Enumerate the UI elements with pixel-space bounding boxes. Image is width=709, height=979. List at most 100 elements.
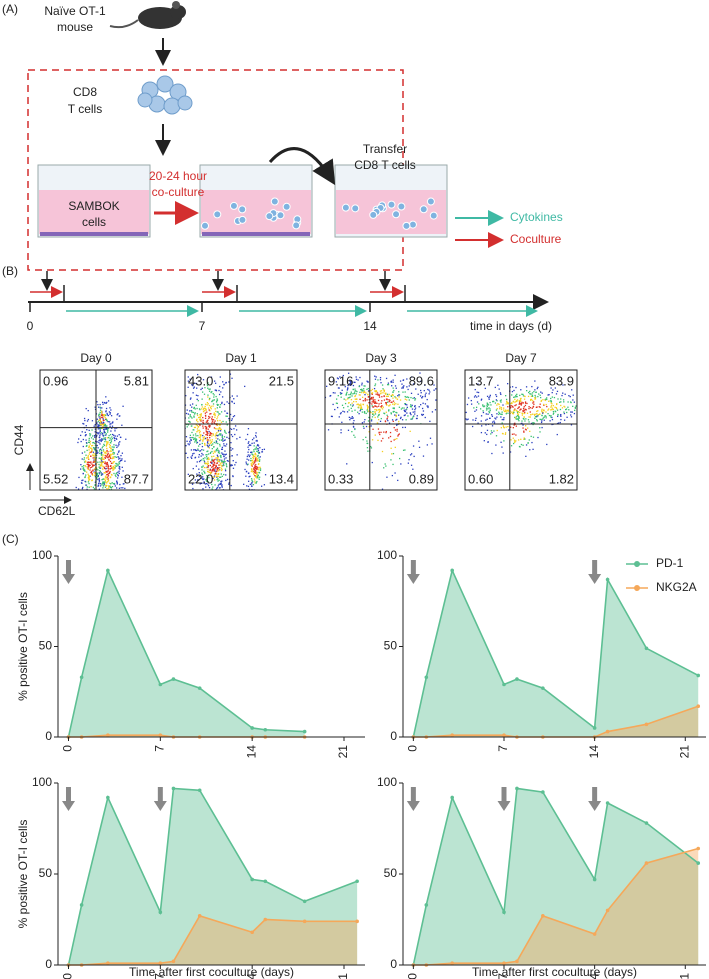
dot — [482, 404, 484, 406]
dot — [93, 464, 95, 466]
dot — [189, 378, 191, 380]
dot — [537, 395, 539, 398]
dot — [211, 420, 214, 422]
dot — [526, 412, 529, 414]
dot — [82, 438, 84, 441]
dot — [341, 383, 344, 386]
point — [424, 675, 429, 680]
dot — [367, 394, 369, 396]
dot — [93, 493, 94, 494]
dot — [111, 433, 114, 436]
dot — [518, 399, 520, 402]
quadrant-value: 0.89 — [409, 471, 434, 486]
dot — [335, 402, 338, 404]
dot — [348, 397, 350, 399]
dot — [536, 412, 538, 415]
dot — [85, 407, 87, 410]
dot — [529, 416, 531, 418]
dot — [114, 492, 115, 493]
dot — [99, 435, 101, 437]
dot — [110, 491, 111, 492]
dot — [477, 395, 480, 397]
dot — [258, 452, 260, 454]
dot — [116, 414, 118, 416]
dot — [204, 444, 206, 446]
dot — [192, 392, 194, 394]
dot — [456, 412, 457, 413]
dot — [536, 416, 538, 418]
dot — [204, 462, 206, 464]
dot — [206, 411, 208, 413]
dot — [97, 478, 99, 481]
point — [106, 733, 110, 737]
dot — [108, 411, 111, 413]
dot — [334, 408, 336, 411]
dot — [211, 469, 213, 472]
dot — [339, 376, 341, 378]
dot — [426, 398, 428, 401]
dot — [350, 417, 352, 419]
dot — [207, 419, 209, 421]
dot — [370, 445, 372, 448]
dot — [96, 401, 98, 403]
dot — [463, 414, 464, 415]
dot — [263, 448, 266, 450]
dot — [106, 498, 107, 499]
dot — [78, 517, 79, 518]
dot — [223, 460, 225, 462]
dot — [528, 407, 530, 410]
dot — [216, 454, 219, 456]
dot — [543, 404, 545, 406]
dot — [405, 419, 407, 421]
dot — [102, 403, 104, 405]
dot — [522, 410, 524, 413]
dot — [504, 433, 507, 435]
dot — [259, 468, 262, 470]
dot — [410, 453, 413, 455]
dot — [341, 421, 343, 423]
dot — [220, 469, 223, 472]
dot — [394, 374, 396, 376]
dot — [115, 462, 117, 465]
dot — [398, 394, 400, 396]
dot — [507, 409, 509, 411]
dot — [102, 417, 104, 419]
dot — [75, 486, 77, 489]
flow-y-label: CD44 — [12, 424, 26, 455]
dot — [219, 419, 221, 422]
dot — [226, 415, 228, 417]
dot — [475, 406, 478, 409]
dot — [250, 459, 253, 462]
dot — [550, 401, 553, 403]
dot — [505, 403, 507, 405]
dot — [226, 424, 228, 426]
dot — [99, 411, 101, 414]
dot — [251, 459, 254, 461]
dot — [212, 434, 215, 436]
point — [355, 919, 359, 924]
dot — [524, 402, 527, 404]
dot — [200, 415, 202, 417]
dot — [82, 445, 84, 448]
dot — [404, 403, 406, 405]
dot — [253, 492, 254, 493]
dot — [248, 488, 251, 490]
dot — [99, 467, 101, 469]
dot — [462, 400, 463, 401]
cell — [201, 221, 210, 230]
dot — [570, 424, 573, 426]
dot — [112, 421, 114, 423]
dot — [209, 469, 212, 471]
dot — [192, 467, 194, 470]
dot — [232, 460, 234, 462]
dot — [355, 398, 358, 400]
dot — [540, 391, 542, 393]
well-cells — [201, 197, 438, 230]
dot — [406, 404, 408, 406]
dot — [354, 436, 356, 438]
dot — [256, 491, 257, 492]
dot — [219, 466, 221, 469]
dot — [547, 413, 549, 415]
dot — [105, 418, 107, 421]
dot — [366, 409, 368, 411]
